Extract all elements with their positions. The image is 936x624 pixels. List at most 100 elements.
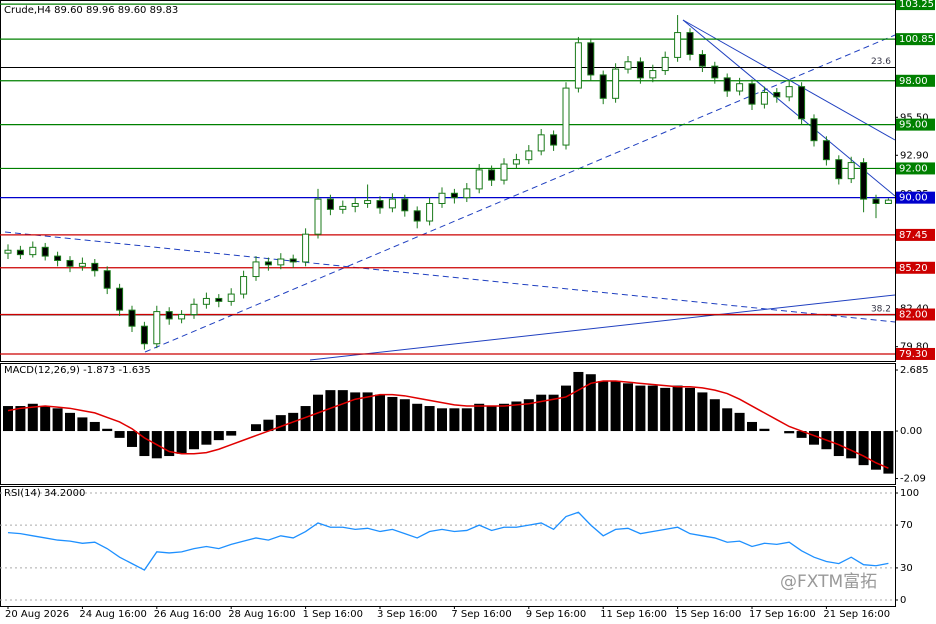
- level-label: 90.00: [899, 193, 928, 204]
- candle-body: [302, 233, 310, 263]
- candle-body: [314, 198, 322, 235]
- level-label: 85.20: [899, 263, 928, 274]
- macd-bar: [548, 394, 559, 432]
- x-tick-label: 15 Sep 16:00: [675, 609, 742, 620]
- macd-bar: [375, 394, 385, 432]
- macd-bar: [809, 431, 819, 445]
- candle-body: [723, 77, 731, 92]
- macd-bar: [15, 406, 26, 432]
- macd-bar: [598, 381, 609, 432]
- candle-body: [884, 199, 892, 204]
- macd-bar: [3, 406, 13, 432]
- candle-body: [488, 169, 496, 181]
- macd-bar: [176, 431, 187, 454]
- macd-bar: [437, 408, 447, 432]
- candle-body: [860, 162, 868, 200]
- macd-bar: [337, 390, 348, 432]
- panel-frames: [0, 0, 896, 607]
- candle-body: [500, 163, 508, 181]
- x-tick-label: 11 Sep 16:00: [600, 609, 667, 620]
- macd-bar: [362, 392, 373, 432]
- level-label-box: [896, 0, 935, 11]
- level-label-box: [896, 191, 935, 204]
- level-label-box: [896, 162, 935, 175]
- macd-bar: [833, 431, 844, 457]
- y-tick-label: 2.685: [900, 365, 929, 376]
- candle-body: [351, 202, 359, 207]
- candle-body: [153, 311, 161, 345]
- level-label-box: [896, 118, 935, 131]
- candle-body: [128, 309, 136, 327]
- candle-body: [636, 61, 644, 79]
- macd-bar: [127, 431, 137, 447]
- x-tick-label: 17 Sep 16:00: [749, 609, 816, 620]
- x-tick-label: 24 Aug 16:00: [79, 609, 146, 620]
- candle-body: [463, 188, 471, 199]
- candle-body: [835, 159, 843, 180]
- trendlines: [4, 19, 896, 361]
- macd-bar: [846, 431, 857, 459]
- candle-body: [711, 65, 719, 79]
- level-label: 82.00: [899, 310, 928, 321]
- macd-bar: [350, 392, 361, 432]
- fib-label: 23.6: [871, 57, 891, 67]
- candle-body: [624, 61, 632, 70]
- candle-body: [16, 249, 24, 256]
- macd-bar: [511, 401, 522, 432]
- macd-bar: [387, 396, 398, 432]
- level-label-box: [896, 308, 935, 321]
- macd-bar: [164, 431, 175, 457]
- candle-body: [41, 246, 49, 257]
- candle-body: [103, 270, 111, 289]
- signal-line: [7, 380, 889, 469]
- macd-bar: [201, 431, 212, 445]
- level-label: 103.25: [899, 0, 934, 10]
- candle-body: [587, 42, 595, 76]
- level-label-box: [896, 347, 935, 360]
- y-tick-label: 79.80: [900, 342, 929, 353]
- macd-bar: [697, 392, 708, 432]
- macd-bar: [747, 421, 757, 432]
- candle-body: [388, 198, 396, 209]
- watermark: @FXTM富拓: [780, 572, 877, 592]
- level-label-box: [896, 261, 935, 274]
- candle-body: [574, 42, 582, 89]
- level-label: 79.30: [899, 349, 928, 360]
- candle-body: [438, 192, 446, 204]
- candle-body: [872, 198, 880, 204]
- macd-bar: [114, 431, 125, 438]
- candle-body: [599, 74, 607, 99]
- candle-body: [240, 276, 248, 295]
- candle-body: [698, 53, 706, 67]
- level-label: 92.00: [899, 163, 928, 174]
- macd-bar: [709, 399, 720, 432]
- level-label: 100.85: [899, 34, 934, 45]
- macd-bar: [610, 381, 621, 432]
- candle-body: [674, 32, 682, 58]
- macd-bar: [647, 385, 658, 432]
- y-tick-label: 0: [900, 595, 906, 606]
- candle-body: [736, 83, 744, 92]
- candle-body: [202, 297, 210, 305]
- candle-body: [364, 200, 372, 204]
- y-tick-label: 95.50: [900, 112, 929, 123]
- candle-body: [649, 70, 657, 79]
- candle-body: [537, 134, 545, 152]
- candle-body: [475, 169, 483, 190]
- macd-bar: [635, 385, 646, 432]
- macd-bar: [213, 431, 224, 441]
- macd-bar: [189, 431, 199, 450]
- macd-bar: [263, 419, 274, 432]
- candle-body: [326, 198, 334, 210]
- macd-bar: [685, 387, 695, 432]
- candle-body: [178, 314, 186, 320]
- rsi-line: [7, 511, 889, 571]
- level-label: 95.00: [899, 120, 928, 131]
- candle-body: [847, 162, 855, 180]
- macd-bar: [52, 408, 63, 432]
- y-tick-label: 92.90: [900, 150, 929, 161]
- candle-body: [227, 293, 235, 302]
- candle-body: [686, 32, 694, 55]
- macd-bar: [499, 403, 509, 432]
